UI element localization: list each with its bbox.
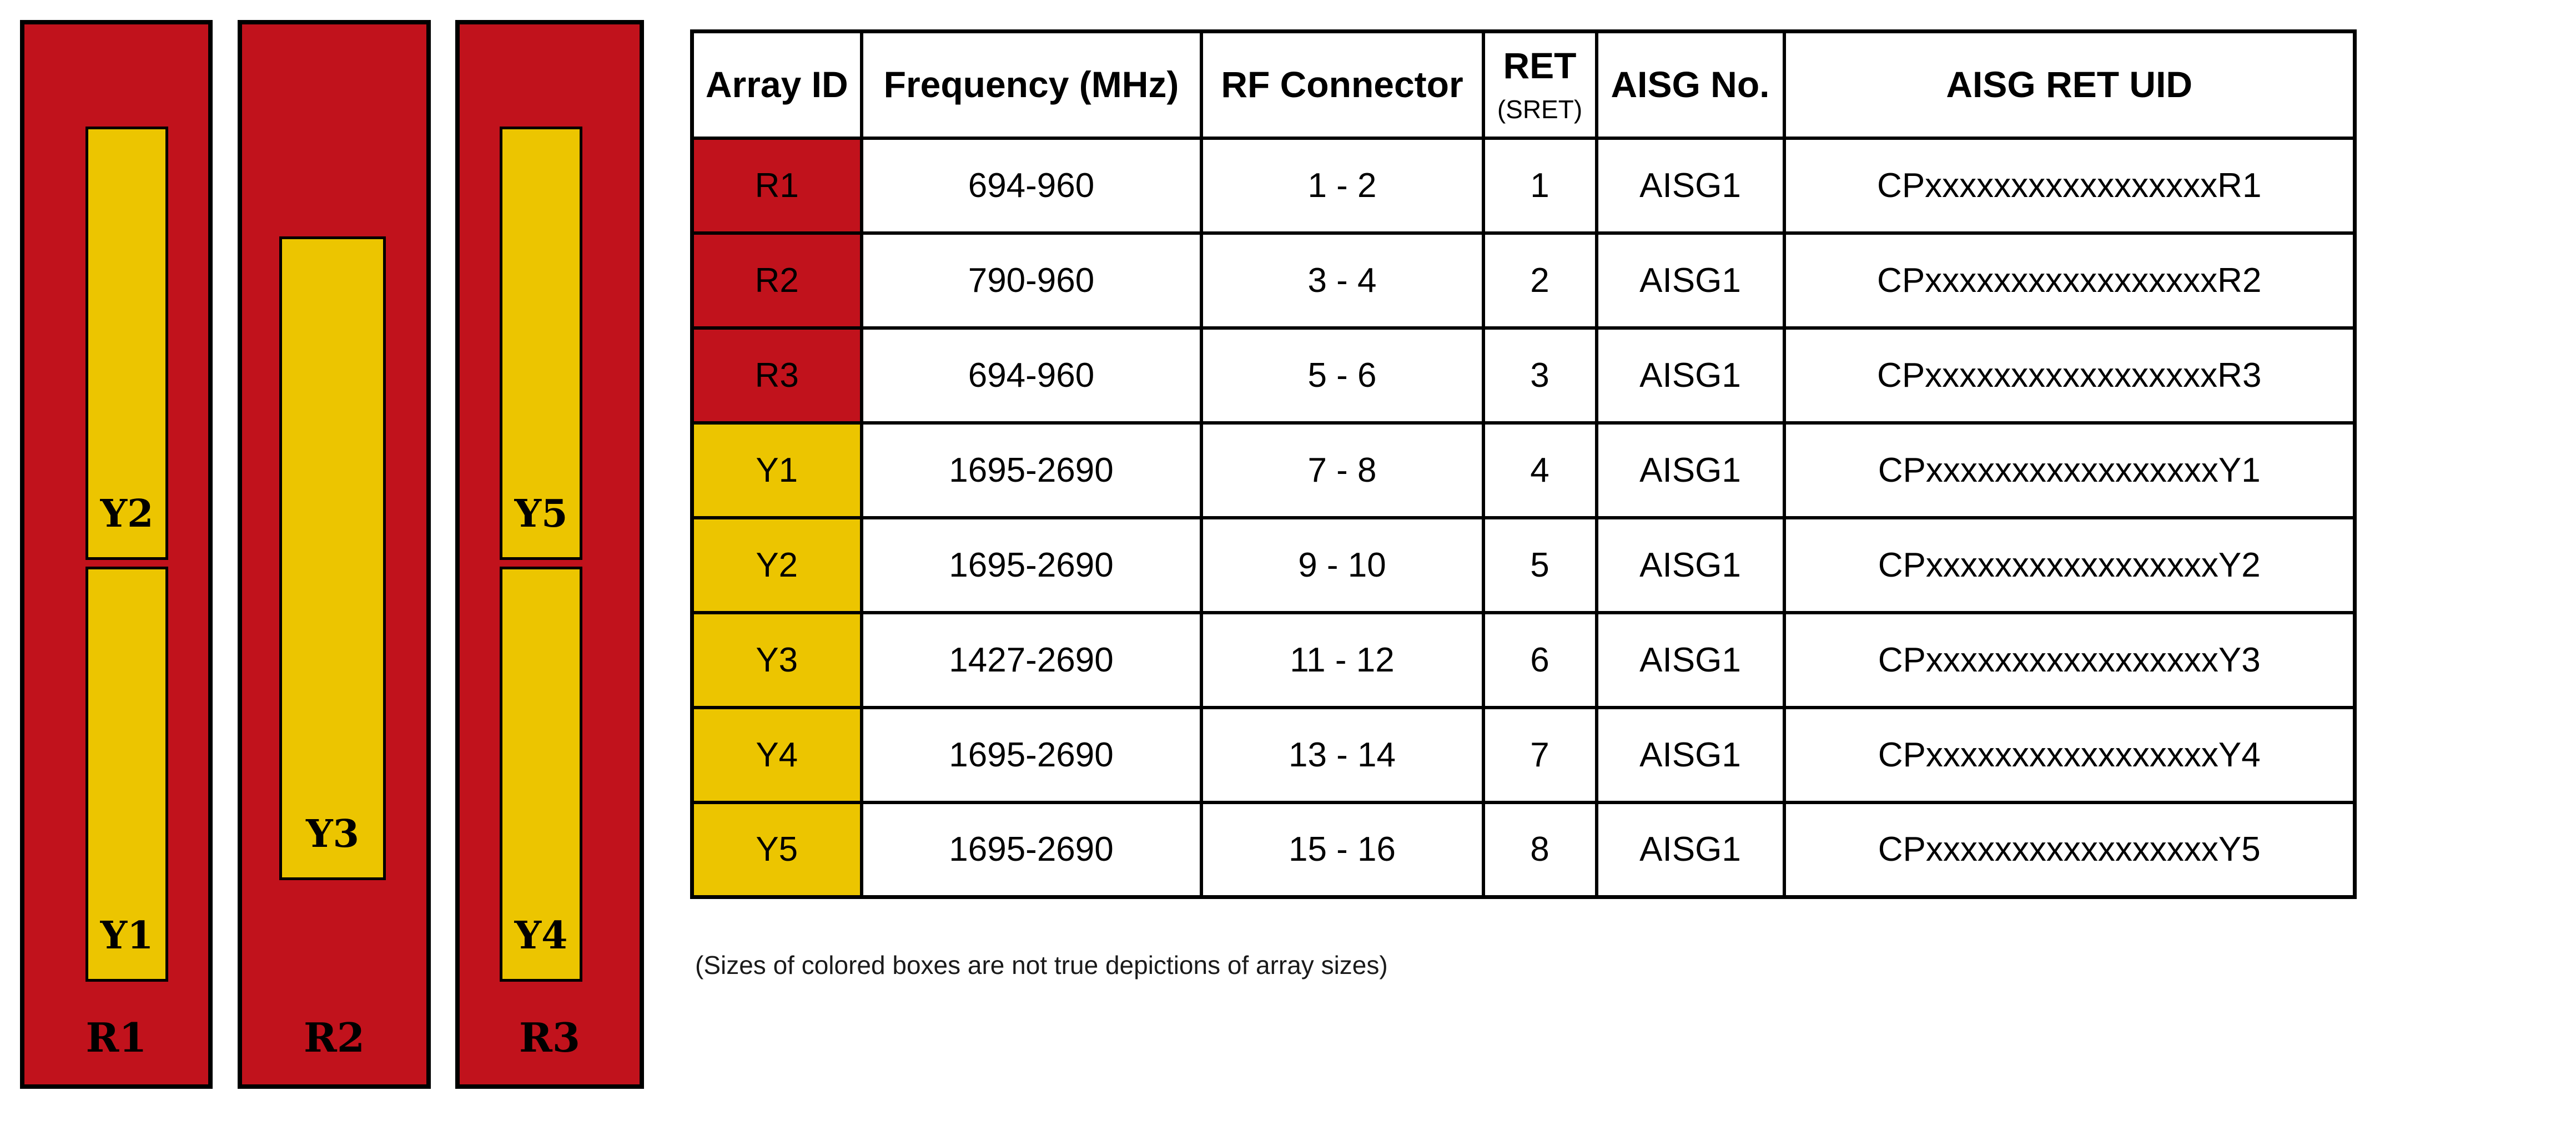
cell-rf-connector: 11 - 12 xyxy=(1199,610,1485,709)
cell-frequency: 1695-2690 xyxy=(859,516,1203,614)
cell-aisg-no: AISG1 xyxy=(1594,705,1786,804)
array-box-label: Y5 xyxy=(514,492,568,536)
table-row-r1: R1 694-960 1 - 2 1 AISG1 CPxxxxxxxxxxxxx… xyxy=(690,136,2357,235)
cell-aisg-ret-uid: CPxxxxxxxxxxxxxxxxxR2 xyxy=(1782,231,2357,330)
table-row-r2: R2 790-960 3 - 4 2 AISG1 CPxxxxxxxxxxxxx… xyxy=(690,231,2357,330)
array-box-label: Y4 xyxy=(514,913,568,958)
header-ret-main: RET xyxy=(1503,45,1577,87)
header-rf-connector: RF Connector xyxy=(1199,29,1485,140)
cell-array-id: R1 xyxy=(690,136,863,235)
array-box-y5: Y5 xyxy=(500,127,582,560)
cell-ret: 1 xyxy=(1481,136,1598,235)
cell-rf-connector: 15 - 16 xyxy=(1199,800,1485,899)
header-aisg-ret-uid: AISG RET UID xyxy=(1782,29,2357,140)
cell-aisg-ret-uid: CPxxxxxxxxxxxxxxxxxY4 xyxy=(1782,705,2357,804)
cell-array-id: Y1 xyxy=(690,421,863,519)
cell-ret: 7 xyxy=(1481,705,1598,804)
cell-ret: 6 xyxy=(1481,610,1598,709)
array-column-label: R2 xyxy=(304,1014,365,1061)
cell-frequency: 1695-2690 xyxy=(859,421,1203,519)
cell-array-id: Y3 xyxy=(690,610,863,709)
cell-array-id: Y4 xyxy=(690,705,863,804)
array-column-r1: Y2 Y1 R1 xyxy=(20,20,213,1089)
array-column-r2: Y3 R2 xyxy=(238,20,431,1089)
cell-array-id: Y5 xyxy=(690,800,863,899)
cell-aisg-no: AISG1 xyxy=(1594,136,1786,235)
cell-rf-connector: 5 - 6 xyxy=(1199,326,1485,425)
cell-array-id: R3 xyxy=(690,326,863,425)
array-box-y1: Y1 xyxy=(85,567,168,982)
cell-ret: 5 xyxy=(1481,516,1598,614)
size-disclaimer-note: (Sizes of colored boxes are not true dep… xyxy=(695,951,1388,979)
cell-frequency: 1695-2690 xyxy=(859,800,1203,899)
array-box-label: Y3 xyxy=(306,812,359,856)
array-box-label: Y1 xyxy=(100,913,154,958)
header-aisg-no: AISG No. xyxy=(1594,29,1786,140)
header-row: Array ID Frequency (MHz) RF Connector RE… xyxy=(690,29,2357,140)
cell-rf-connector: 9 - 10 xyxy=(1199,516,1485,614)
array-box-y3: Y3 xyxy=(279,236,386,880)
table-row-y4: Y4 1695-2690 13 - 14 7 AISG1 CPxxxxxxxxx… xyxy=(690,705,2357,804)
table-row-y2: Y2 1695-2690 9 - 10 5 AISG1 CPxxxxxxxxxx… xyxy=(690,516,2357,614)
cell-frequency: 1427-2690 xyxy=(859,610,1203,709)
cell-aisg-ret-uid: CPxxxxxxxxxxxxxxxxxY1 xyxy=(1782,421,2357,519)
header-array-id: Array ID xyxy=(690,29,863,140)
cell-aisg-no: AISG1 xyxy=(1594,231,1786,330)
cell-aisg-no: AISG1 xyxy=(1594,800,1786,899)
cell-aisg-no: AISG1 xyxy=(1594,421,1786,519)
array-box-label: Y2 xyxy=(100,492,154,536)
header-ret-sub: (SRET) xyxy=(1497,94,1583,124)
table-row-r3: R3 694-960 5 - 6 3 AISG1 CPxxxxxxxxxxxxx… xyxy=(690,326,2357,425)
array-spec-table: Array ID Frequency (MHz) RF Connector RE… xyxy=(690,29,2357,899)
header-ret: RET (SRET) xyxy=(1481,29,1598,140)
cell-aisg-ret-uid: CPxxxxxxxxxxxxxxxxxR1 xyxy=(1782,136,2357,235)
cell-aisg-ret-uid: CPxxxxxxxxxxxxxxxxxY5 xyxy=(1782,800,2357,899)
cell-ret: 3 xyxy=(1481,326,1598,425)
array-box-y4: Y4 xyxy=(500,567,582,982)
cell-ret: 4 xyxy=(1481,421,1598,519)
cell-rf-connector: 1 - 2 xyxy=(1199,136,1485,235)
cell-frequency: 1695-2690 xyxy=(859,705,1203,804)
table-row-y3: Y3 1427-2690 11 - 12 6 AISG1 CPxxxxxxxxx… xyxy=(690,610,2357,709)
cell-frequency: 790-960 xyxy=(859,231,1203,330)
array-box-y2: Y2 xyxy=(85,127,168,560)
cell-aisg-ret-uid: CPxxxxxxxxxxxxxxxxxY2 xyxy=(1782,516,2357,614)
cell-rf-connector: 13 - 14 xyxy=(1199,705,1485,804)
array-column-label: R3 xyxy=(519,1014,580,1061)
cell-aisg-ret-uid: CPxxxxxxxxxxxxxxxxxR3 xyxy=(1782,326,2357,425)
cell-array-id: R2 xyxy=(690,231,863,330)
table-row-y1: Y1 1695-2690 7 - 8 4 AISG1 CPxxxxxxxxxxx… xyxy=(690,421,2357,519)
array-column-r3: Y5 Y4 R3 xyxy=(455,20,644,1089)
array-column-label: R1 xyxy=(85,1014,147,1061)
cell-aisg-no: AISG1 xyxy=(1594,610,1786,709)
cell-frequency: 694-960 xyxy=(859,136,1203,235)
cell-frequency: 694-960 xyxy=(859,326,1203,425)
cell-ret: 8 xyxy=(1481,800,1598,899)
cell-ret: 2 xyxy=(1481,231,1598,330)
cell-rf-connector: 7 - 8 xyxy=(1199,421,1485,519)
cell-aisg-ret-uid: CPxxxxxxxxxxxxxxxxxY3 xyxy=(1782,610,2357,709)
cell-aisg-no: AISG1 xyxy=(1594,326,1786,425)
table-row-y5: Y5 1695-2690 15 - 16 8 AISG1 CPxxxxxxxxx… xyxy=(690,800,2357,899)
cell-array-id: Y2 xyxy=(690,516,863,614)
cell-rf-connector: 3 - 4 xyxy=(1199,231,1485,330)
header-frequency: Frequency (MHz) xyxy=(859,29,1203,140)
cell-aisg-no: AISG1 xyxy=(1594,516,1786,614)
